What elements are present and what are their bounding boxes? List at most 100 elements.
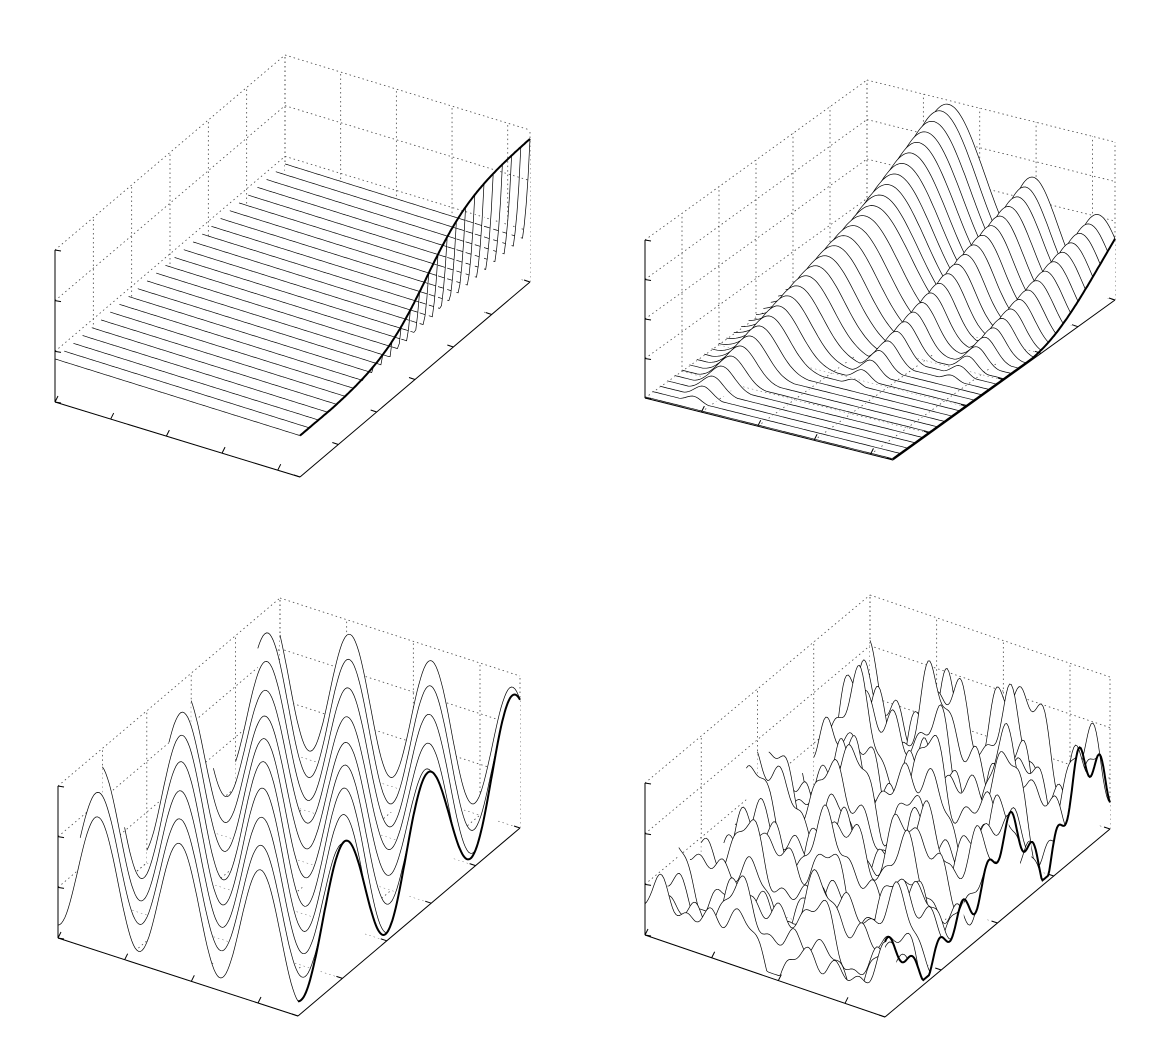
profile-line xyxy=(279,633,521,805)
profile-line xyxy=(644,396,894,460)
z-tick xyxy=(644,782,652,785)
time-tick xyxy=(513,825,521,829)
profile-line xyxy=(757,751,998,880)
time-tick xyxy=(960,404,968,408)
x-axis xyxy=(54,401,301,478)
profile-fill xyxy=(704,325,953,418)
profile-fill xyxy=(746,765,987,933)
profile-line xyxy=(156,272,402,350)
edge-curve xyxy=(298,693,521,1003)
time-tick xyxy=(1108,297,1116,301)
time-tick xyxy=(425,900,432,904)
profile-fill xyxy=(659,386,908,450)
grid-line xyxy=(813,279,1037,441)
x-tick xyxy=(757,419,762,427)
profile-line xyxy=(674,365,923,438)
x-axis xyxy=(644,397,894,461)
x-tick xyxy=(700,405,705,413)
profile-fill xyxy=(689,346,938,428)
profile-line xyxy=(202,233,448,309)
x-tick xyxy=(110,412,115,420)
x-tick xyxy=(57,931,62,939)
profile-line xyxy=(652,391,901,454)
profile-line xyxy=(64,350,310,429)
profile-line xyxy=(165,264,411,342)
profile-line xyxy=(644,873,886,984)
z-tick xyxy=(644,934,652,937)
profile-line xyxy=(235,661,476,854)
profile-line xyxy=(174,257,420,333)
grid-line xyxy=(644,158,868,320)
profile-line xyxy=(284,138,531,239)
profile-line xyxy=(146,734,387,934)
profile-fill xyxy=(674,366,923,439)
z-tick xyxy=(54,401,62,404)
profile-fill xyxy=(58,816,298,1016)
grid-line xyxy=(869,594,1111,678)
time-tick xyxy=(332,442,339,445)
profile-line xyxy=(146,280,393,357)
z-tick xyxy=(644,833,652,836)
profile-line xyxy=(91,327,337,405)
profile-line xyxy=(211,221,457,302)
time-tick xyxy=(923,430,931,434)
panel-a xyxy=(54,54,531,478)
x-tick xyxy=(54,395,59,403)
grid-line xyxy=(54,54,286,251)
time-tick xyxy=(1047,873,1054,877)
grid-line xyxy=(644,645,871,834)
time-tick xyxy=(886,457,894,461)
z-tick xyxy=(644,358,652,360)
time-tick xyxy=(447,344,454,348)
z-tick xyxy=(644,397,652,400)
profile-line xyxy=(57,816,299,1002)
grid-line xyxy=(644,119,868,280)
profile-line xyxy=(190,700,432,876)
x-tick xyxy=(124,953,129,960)
time-tick xyxy=(1103,826,1111,830)
time-tick xyxy=(935,967,942,971)
profile-line xyxy=(248,173,494,270)
x-tick xyxy=(844,997,849,1004)
profile-line xyxy=(79,792,321,978)
profile-line xyxy=(128,296,374,374)
profile-fill xyxy=(667,376,916,444)
time-tick xyxy=(1034,350,1042,354)
panel-d xyxy=(644,594,1111,1018)
grid-line xyxy=(866,79,1116,143)
profile-fill xyxy=(678,847,919,989)
profile-line xyxy=(689,345,938,428)
grid-line xyxy=(279,698,521,778)
time-tick xyxy=(370,409,377,413)
profile-line xyxy=(137,288,384,366)
z-tick xyxy=(644,318,652,321)
profile-line xyxy=(711,315,960,412)
time-tick xyxy=(991,920,998,924)
grid-line xyxy=(54,105,286,301)
time-tick xyxy=(293,474,301,478)
grid-line xyxy=(870,294,1093,455)
profile-line xyxy=(110,311,356,389)
profile-line xyxy=(667,375,916,444)
time-tick xyxy=(997,377,1005,381)
x-tick xyxy=(813,434,818,441)
profile-line xyxy=(681,355,931,433)
grid-line xyxy=(644,79,868,241)
edge-curve xyxy=(892,238,1116,460)
x-tick xyxy=(870,448,874,455)
time-tick xyxy=(1071,324,1079,328)
time-tick xyxy=(523,279,531,283)
time-tick xyxy=(408,377,416,380)
profile-line xyxy=(168,711,410,905)
profile-line xyxy=(82,335,328,413)
time-tick xyxy=(336,975,343,979)
profile-line xyxy=(54,358,301,436)
z-tick xyxy=(57,785,65,788)
z-tick xyxy=(57,836,65,839)
grid-line xyxy=(279,597,521,677)
x-tick xyxy=(190,975,195,982)
profile-line xyxy=(100,319,347,397)
time-tick xyxy=(485,312,492,315)
time-tick xyxy=(878,1014,886,1018)
